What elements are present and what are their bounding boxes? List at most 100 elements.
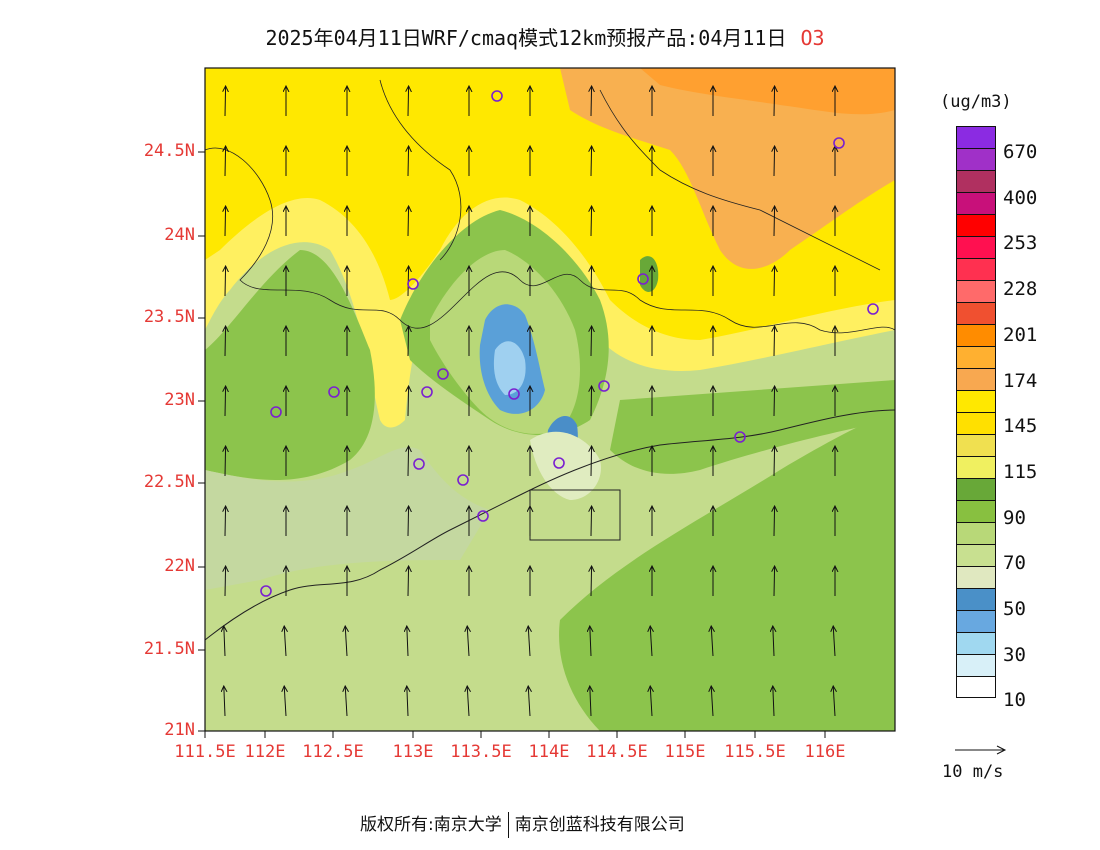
wind-arrow (774, 86, 775, 117)
lat-label: 23N (164, 390, 195, 410)
orange-zone (560, 68, 895, 269)
legend-swatch (956, 500, 996, 522)
wind-arrow (591, 266, 592, 297)
wind-arrow (774, 146, 775, 177)
lon-label: 114E (528, 742, 570, 762)
wind-arrow (408, 146, 409, 177)
legend-swatch (956, 544, 996, 566)
legend-swatch (956, 280, 996, 302)
west-green (205, 250, 375, 480)
legend-swatch (956, 654, 996, 676)
wind-arrow (591, 446, 592, 477)
monitoring-station (457, 474, 469, 486)
monitoring-station (477, 510, 489, 522)
lat-label: 22.5N (143, 472, 195, 492)
wind-arrow (773, 626, 774, 657)
wind-arrow (225, 86, 226, 117)
wind-arrow (224, 686, 225, 717)
monitoring-station (491, 90, 503, 102)
wind-arrow (408, 206, 409, 237)
legend-swatch (956, 434, 996, 456)
wind-arrow (408, 326, 409, 357)
legend-swatch (956, 522, 996, 544)
legend-swatch (956, 610, 996, 632)
legend-swatch (956, 632, 996, 654)
lon-label: 111.5E (174, 742, 236, 762)
wind-arrow (408, 446, 409, 477)
legend-label: 10 (1003, 689, 1026, 712)
legend-label: 70 (1003, 552, 1026, 575)
lon-label: 113.5E (450, 742, 512, 762)
legend-swatch (956, 456, 996, 478)
legend-swatch (956, 236, 996, 258)
map-title: 2025年04月11日WRF/cmaq模式12km预报产品:04月11日 O3 (265, 26, 825, 50)
wind-arrow (591, 86, 592, 117)
wind-arrow (407, 686, 408, 717)
legend-swatch (956, 302, 996, 324)
wind-arrow (225, 206, 226, 237)
wind-arrow (408, 386, 409, 417)
legend-swatch (956, 258, 996, 280)
species-label: O3 (800, 26, 825, 50)
wind-arrow (774, 506, 775, 537)
legend-swatch (956, 390, 996, 412)
wind-arrow (774, 326, 775, 357)
legend-label: 174 (1003, 369, 1038, 392)
lat-label: 24N (164, 225, 195, 245)
legend-label: 30 (1003, 643, 1026, 666)
wind-arrow (650, 626, 652, 657)
wind-arrow (774, 446, 775, 477)
wind-arrow (591, 206, 592, 237)
legend-swatch (956, 170, 996, 192)
monitoring-station (867, 303, 879, 315)
monitoring-station (413, 458, 425, 470)
lon-label: 116E (804, 742, 846, 762)
legend-swatch (956, 588, 996, 610)
legend-swatch (956, 126, 996, 148)
wind-arrow (408, 86, 409, 117)
legend-swatch (956, 566, 996, 588)
monitoring-station (637, 273, 649, 285)
copyright-footer: 版权所有:南京大学 南京创蓝科技有限公司 (360, 810, 685, 838)
wind-arrow (225, 146, 226, 177)
lat-label: 24.5N (143, 141, 195, 161)
wind-arrow (591, 566, 592, 597)
monitoring-station (553, 457, 565, 469)
monitoring-station (260, 585, 272, 597)
legend-label: 400 (1003, 186, 1038, 209)
wind-arrow (225, 446, 226, 477)
boundary (205, 147, 895, 334)
legend-swatch (956, 148, 996, 170)
legend-swatch (956, 368, 996, 390)
wind-arrow (591, 326, 592, 357)
wind-arrow (590, 686, 591, 717)
wind-arrow (591, 506, 592, 537)
monitoring-station (421, 386, 433, 398)
legend-label: 145 (1003, 415, 1038, 438)
wind-arrow (408, 506, 409, 537)
monitoring-station (407, 278, 419, 290)
legend-swatch (956, 192, 996, 214)
legend-label: 115 (1003, 460, 1038, 483)
legend-label: 670 (1003, 141, 1038, 163)
wind-arrow (225, 506, 226, 537)
legend-swatch (956, 412, 996, 434)
reference-vector-icon (955, 745, 1007, 755)
lat-label: 22N (164, 556, 195, 576)
legend-swatch (956, 324, 996, 346)
lon-label: 115E (664, 742, 706, 762)
map-frame (204, 67, 896, 732)
lat-label: 21N (164, 720, 195, 740)
lon-label: 113E (392, 742, 434, 762)
lon-label: 115.5E (724, 742, 786, 762)
wind-arrow (284, 686, 286, 717)
legend-label: 253 (1003, 232, 1038, 255)
wind-arrow (467, 686, 469, 717)
lon-label: 112.5E (302, 742, 364, 762)
monitoring-station (270, 406, 282, 418)
wind-arrow (528, 626, 530, 657)
coastline (205, 409, 895, 641)
lat-label: 21.5N (143, 639, 195, 659)
monitoring-station (734, 431, 746, 443)
wind-arrow (833, 686, 835, 717)
